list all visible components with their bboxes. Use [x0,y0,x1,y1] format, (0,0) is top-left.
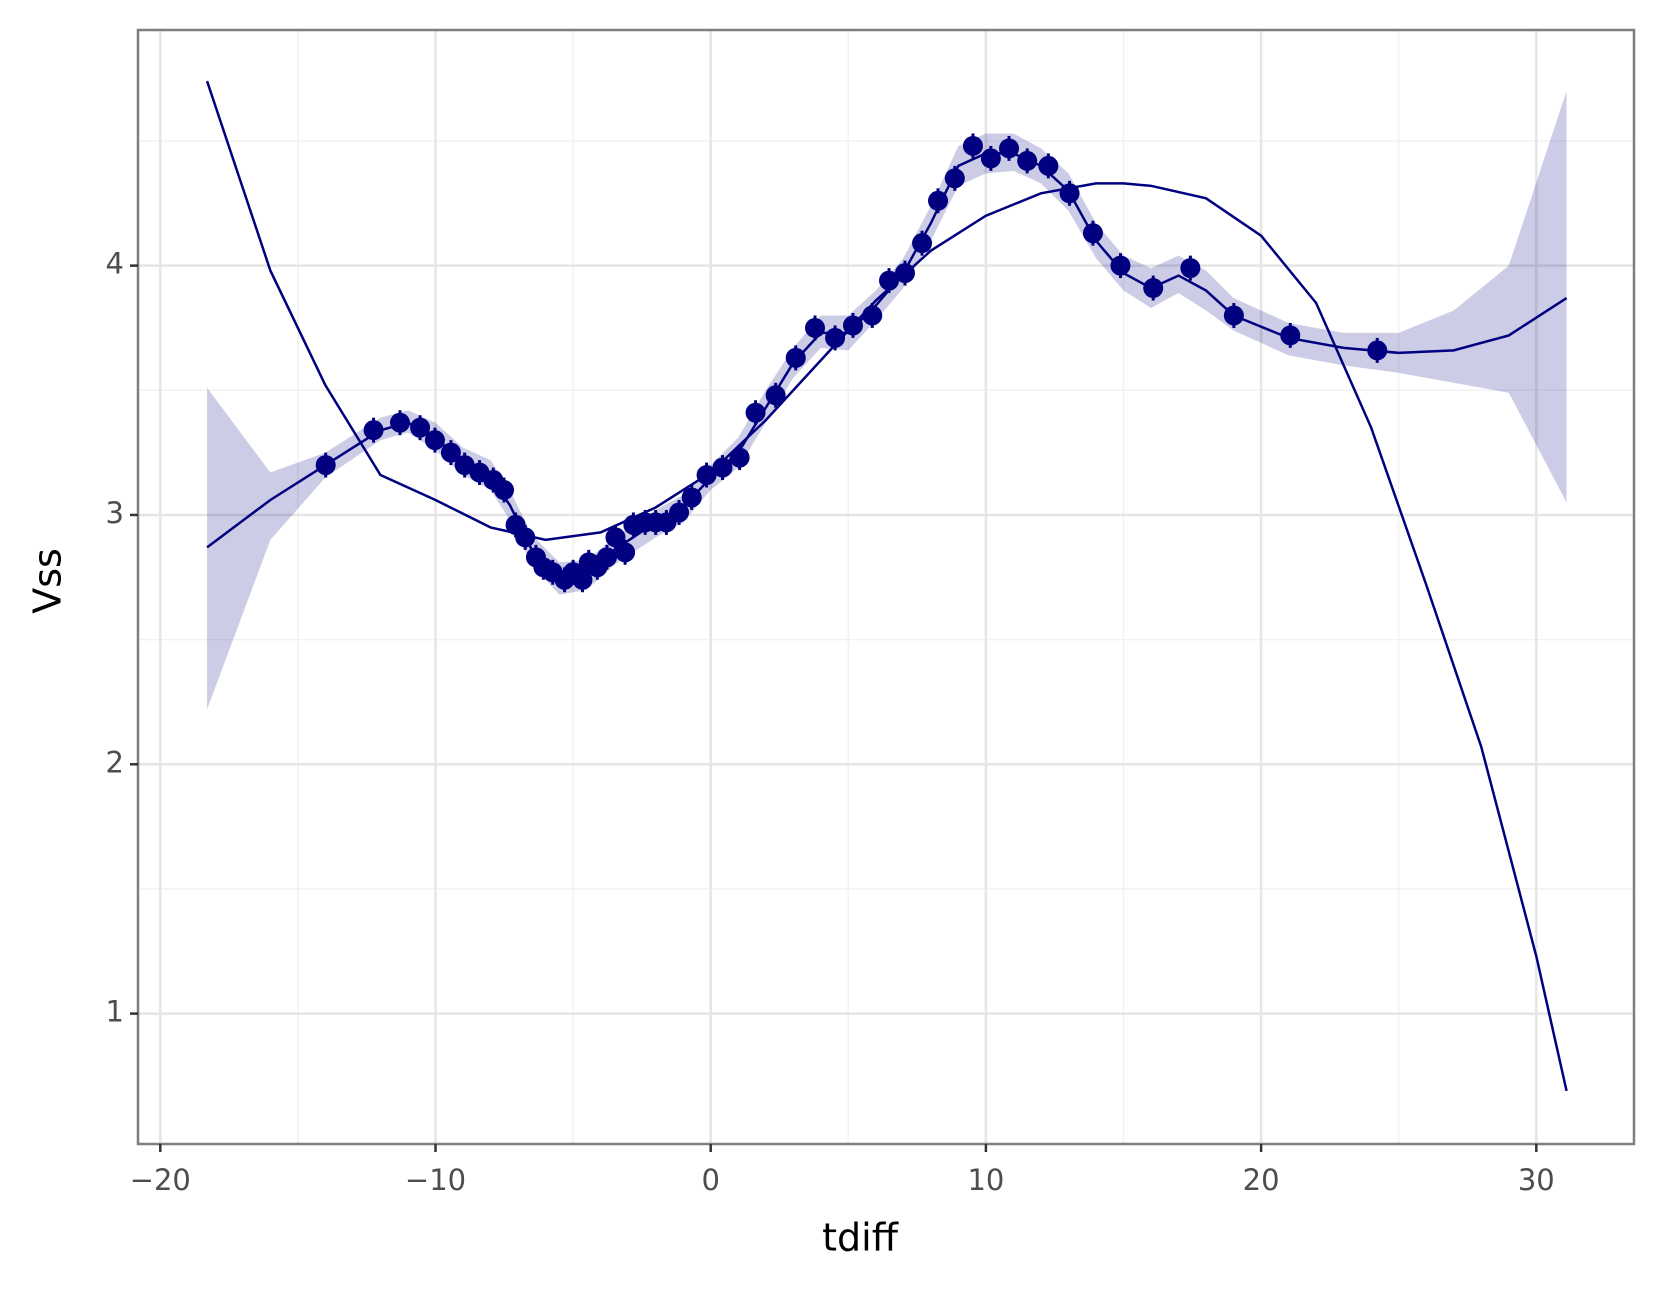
data-point [410,417,431,438]
data-point [669,502,690,523]
data-point [825,327,846,348]
x-tick-label: 10 [967,1163,1004,1197]
data-point [315,455,336,476]
data-point [515,527,536,548]
x-tick-label: 0 [701,1163,719,1197]
data-point [862,305,883,326]
y-tick-label: 2 [106,745,124,779]
confidence-ribbon [207,91,1567,710]
marks [205,80,1568,1092]
data-point [842,315,863,336]
y-axis-title: Vss [26,548,70,614]
x-tick-label: −10 [405,1163,466,1197]
data-point [696,465,717,486]
data-point [894,263,915,284]
data-point [785,347,806,368]
data-point [980,148,1001,169]
data-point [1223,305,1244,326]
data-point [1110,255,1131,276]
data-point [1082,223,1103,244]
data-point [363,420,384,441]
data-point [962,135,983,156]
data-point [1367,340,1388,361]
y-tick-label: 1 [106,995,124,1029]
data-point [615,542,636,563]
data-point [729,447,750,468]
data-point [1038,155,1059,176]
data-point [424,430,445,451]
data-point [1059,183,1080,204]
data-point [712,457,733,478]
data-point [454,455,475,476]
x-tick-label: 20 [1243,1163,1280,1197]
data-point [765,385,786,406]
data-point [605,527,626,548]
data-point [389,412,410,433]
panel-border [136,28,1636,1146]
data-point [928,190,949,211]
data-point [1017,150,1038,171]
x-tick-label: 30 [1518,1163,1555,1197]
data-point [494,480,515,501]
axes: −20 −10 0 10 20 30 1 2 3 4 [106,247,1555,1197]
data-point [944,168,965,189]
data-point [440,442,461,463]
grid [138,30,1634,1144]
data-point [804,317,825,338]
data-point [596,547,617,568]
y-tick-label: 3 [106,496,124,530]
x-axis-title: tdiff [822,1216,899,1260]
data-point [879,270,900,291]
x-tick-label: −20 [130,1163,191,1197]
data-point [1280,325,1301,346]
y-tick-label: 4 [106,247,124,281]
data-point [1180,258,1201,279]
data-point [681,487,702,508]
data-point [1143,278,1164,299]
data-point [999,138,1020,159]
data-point [912,233,933,254]
data-point [745,402,766,423]
panel [138,30,1634,1144]
polynomial-fit-line [205,80,1568,1092]
